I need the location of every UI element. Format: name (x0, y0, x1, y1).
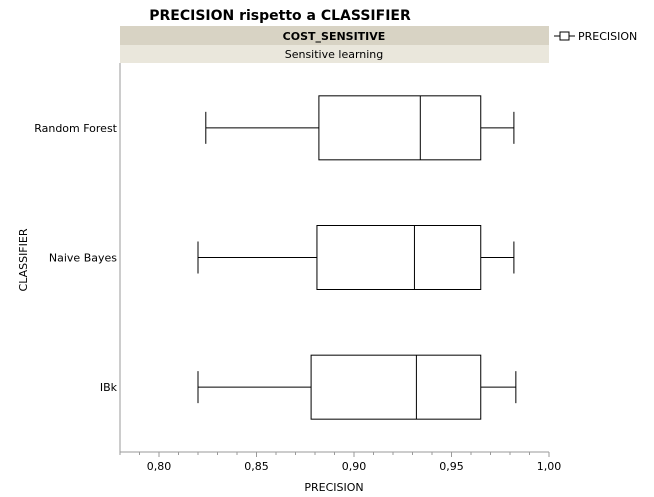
group-header-bar (120, 26, 549, 45)
boxes-layer (197, 95, 517, 420)
group-value-bar (120, 45, 549, 63)
x-tick-label: 0,95 (439, 460, 464, 473)
y-tick-labels: Random Forest Naive Bayes IBk (34, 122, 117, 394)
x-tick-labels: 0,80 0,85 0,90 0,95 1,00 (119, 452, 562, 473)
chart-title: PRECISION rispetto a CLASSIFIER (149, 8, 411, 24)
box-1 (197, 225, 515, 290)
y-tick-label: Naive Bayes (49, 252, 117, 265)
x-axis-label: PRECISION (304, 481, 363, 494)
y-axis-label: CLASSIFIER (17, 228, 30, 291)
legend-box-icon (559, 31, 570, 41)
legend-label: PRECISION (578, 30, 637, 43)
x-tick-label: 0,80 (147, 460, 172, 473)
x-tick-label: 1,00 (537, 460, 562, 473)
group-header-label: COST_SENSITIVE (283, 30, 386, 43)
legend: PRECISION (554, 30, 637, 43)
x-tick-label: 0,90 (342, 460, 367, 473)
box-0 (205, 95, 515, 161)
x-tick-label: 0,85 (244, 460, 269, 473)
group-value-label: Sensitive learning (285, 48, 384, 61)
y-tick-label: Random Forest (34, 122, 117, 135)
box-2 (197, 354, 517, 420)
iqr-box (316, 225, 482, 290)
y-tick-label: IBk (100, 381, 118, 394)
iqr-box (318, 95, 482, 161)
iqr-box (310, 354, 482, 420)
